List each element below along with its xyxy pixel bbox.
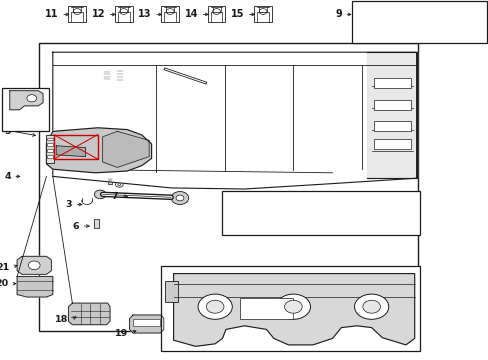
Bar bbox=[248, 210, 264, 212]
Circle shape bbox=[160, 66, 170, 73]
Bar bbox=[373, 121, 410, 131]
Bar bbox=[108, 177, 112, 184]
Bar bbox=[2, 88, 49, 131]
Polygon shape bbox=[17, 256, 51, 274]
Bar bbox=[73, 6, 81, 12]
Bar bbox=[210, 12, 222, 22]
Bar bbox=[222, 191, 419, 235]
Circle shape bbox=[176, 195, 183, 201]
Bar bbox=[46, 135, 54, 163]
Bar bbox=[212, 6, 220, 12]
Polygon shape bbox=[129, 315, 163, 333]
Bar bbox=[239, 298, 293, 319]
Bar bbox=[47, 155, 53, 158]
Text: 13: 13 bbox=[138, 9, 151, 19]
Polygon shape bbox=[10, 91, 43, 110]
Bar bbox=[115, 6, 132, 22]
Text: 11: 11 bbox=[45, 9, 59, 19]
Text: 2: 2 bbox=[4, 93, 11, 102]
Text: 9: 9 bbox=[335, 9, 342, 19]
Polygon shape bbox=[56, 146, 85, 157]
Bar bbox=[54, 135, 98, 159]
Text: 20: 20 bbox=[0, 279, 9, 288]
Bar bbox=[257, 12, 268, 22]
Bar bbox=[424, 8, 433, 15]
Circle shape bbox=[171, 192, 188, 204]
Text: 21: 21 bbox=[0, 263, 10, 271]
Circle shape bbox=[362, 300, 380, 313]
Polygon shape bbox=[68, 303, 110, 325]
Bar bbox=[373, 100, 410, 110]
Bar bbox=[119, 165, 123, 171]
Text: 16: 16 bbox=[284, 200, 297, 209]
Bar bbox=[373, 78, 410, 88]
Bar bbox=[161, 6, 179, 22]
Bar bbox=[353, 210, 367, 211]
Text: 12: 12 bbox=[91, 9, 105, 19]
Bar bbox=[103, 70, 109, 81]
Text: 8: 8 bbox=[233, 216, 240, 225]
Bar bbox=[47, 138, 53, 140]
Bar bbox=[254, 6, 271, 22]
Text: 15: 15 bbox=[230, 9, 244, 19]
Bar bbox=[259, 6, 266, 12]
Bar bbox=[373, 139, 410, 149]
Text: 19: 19 bbox=[115, 328, 128, 338]
Bar bbox=[94, 220, 99, 229]
Bar bbox=[71, 12, 83, 22]
Polygon shape bbox=[53, 52, 416, 189]
Bar bbox=[421, 7, 446, 18]
Bar bbox=[357, 210, 364, 213]
Circle shape bbox=[27, 95, 37, 102]
Bar bbox=[245, 218, 274, 225]
Bar bbox=[39, 43, 417, 331]
Circle shape bbox=[271, 216, 287, 227]
Circle shape bbox=[276, 219, 283, 224]
Bar bbox=[117, 68, 122, 83]
Circle shape bbox=[28, 261, 40, 270]
Bar bbox=[120, 6, 127, 12]
Text: 3: 3 bbox=[66, 200, 72, 209]
Text: 6: 6 bbox=[72, 222, 79, 231]
Bar bbox=[444, 14, 454, 21]
Text: 18: 18 bbox=[55, 315, 68, 324]
Bar bbox=[207, 6, 225, 22]
Text: 7: 7 bbox=[111, 192, 118, 201]
Circle shape bbox=[198, 294, 232, 319]
Text: 4: 4 bbox=[4, 172, 11, 181]
Text: 10: 10 bbox=[365, 200, 378, 209]
Text: 5: 5 bbox=[4, 127, 11, 136]
Bar bbox=[68, 6, 86, 22]
Bar bbox=[166, 6, 174, 12]
Bar bbox=[133, 319, 160, 326]
Circle shape bbox=[276, 294, 310, 319]
Polygon shape bbox=[17, 276, 53, 297]
Polygon shape bbox=[366, 52, 416, 178]
Circle shape bbox=[94, 190, 106, 199]
Bar bbox=[161, 266, 419, 351]
Polygon shape bbox=[102, 131, 149, 167]
Text: 14: 14 bbox=[184, 9, 198, 19]
Bar bbox=[165, 281, 177, 302]
Bar bbox=[47, 143, 53, 146]
Text: 17: 17 bbox=[227, 200, 240, 209]
Circle shape bbox=[354, 294, 388, 319]
Bar bbox=[164, 12, 176, 22]
Bar bbox=[118, 12, 129, 22]
Bar bbox=[442, 12, 466, 23]
Circle shape bbox=[284, 300, 302, 313]
Bar bbox=[252, 209, 260, 214]
Bar bbox=[351, 1, 486, 43]
Text: 1: 1 bbox=[345, 200, 351, 209]
Polygon shape bbox=[46, 128, 151, 173]
Bar bbox=[47, 149, 53, 152]
Circle shape bbox=[206, 300, 224, 313]
Polygon shape bbox=[173, 274, 414, 346]
